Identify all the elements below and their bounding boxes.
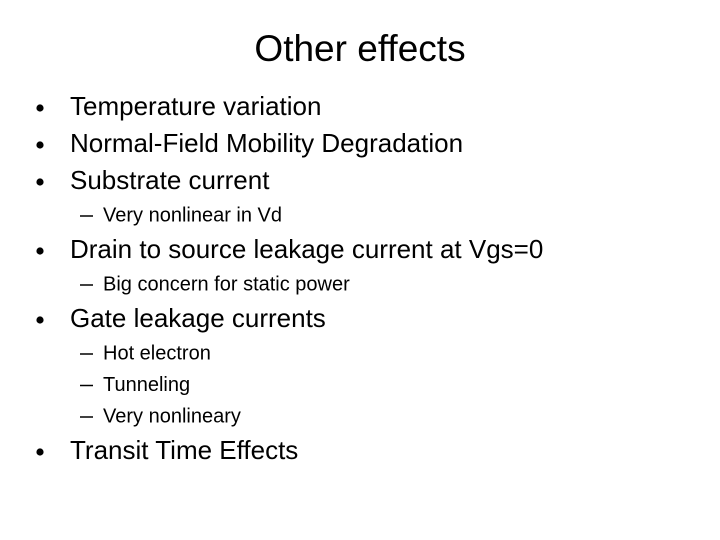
slide-title: Other effects bbox=[254, 28, 465, 69]
bullet bbox=[36, 141, 44, 149]
sub-bullet-text: Hot electron bbox=[103, 342, 211, 364]
bullet bbox=[36, 316, 44, 324]
bullet-text: Normal-Field Mobility Degradation bbox=[70, 128, 463, 158]
bullet-text: Temperature variation bbox=[70, 91, 321, 121]
sub-bullet-text: Very nonlineary bbox=[103, 405, 241, 427]
sub-bullet-text: Tunneling bbox=[103, 374, 190, 396]
bullet bbox=[36, 448, 44, 456]
bullet-text: Substrate current bbox=[70, 165, 270, 195]
bullet-text: Gate leakage currents bbox=[70, 303, 326, 333]
bullet-text: Drain to source leakage current at Vgs=0 bbox=[70, 234, 543, 264]
sub-bullet-text: Big concern for static power bbox=[103, 273, 350, 295]
bullet bbox=[36, 247, 44, 255]
sub-bullet-text: Very nonlinear in Vd bbox=[103, 204, 282, 226]
bullet-text: Transit Time Effects bbox=[70, 435, 298, 465]
bullet bbox=[36, 178, 44, 186]
bullet bbox=[36, 104, 44, 112]
